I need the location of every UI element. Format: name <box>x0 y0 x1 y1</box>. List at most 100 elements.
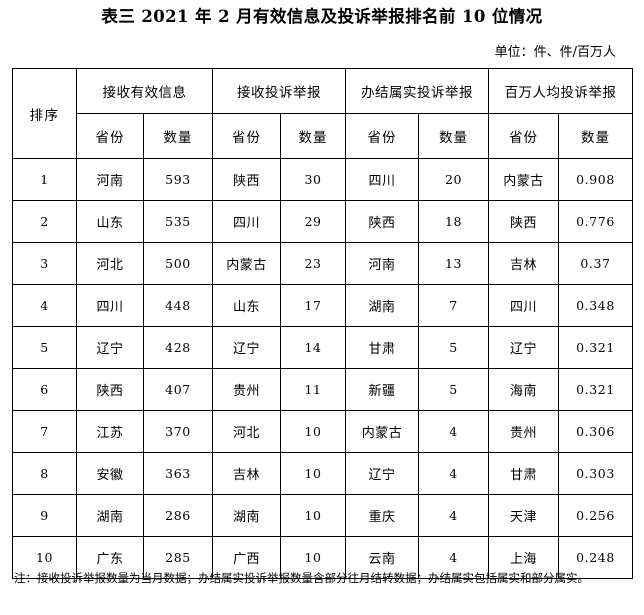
cell-received-info-count: 535 <box>143 200 213 243</box>
header-group-received-info: 接收有效信息 <box>76 68 213 114</box>
cell-per-million-province: 贵州 <box>488 410 559 453</box>
cell-settled-count: 18 <box>418 200 489 243</box>
cell-complaints-count: 29 <box>280 200 346 243</box>
cell-rank: 10 <box>12 536 77 579</box>
cell-per-million-value: 0.321 <box>558 326 633 369</box>
header-per-million-value: 数量 <box>558 113 633 159</box>
unit-label: 单位：件、件/百万人 <box>494 44 616 60</box>
cell-settled-count: 20 <box>418 158 489 201</box>
cell-settled-count: 7 <box>418 284 489 327</box>
cell-per-million-value: 0.256 <box>558 494 633 537</box>
header-complaints-count: 数量 <box>280 113 346 159</box>
cell-rank: 7 <box>12 410 77 453</box>
header-group-complaints: 接收投诉举报 <box>212 68 346 114</box>
cell-complaints-count: 10 <box>280 410 346 453</box>
cell-complaints-province: 辽宁 <box>212 326 281 369</box>
cell-complaints-province: 贵州 <box>212 368 281 411</box>
table-header-row-subs: 省份 数量 省份 数量 省份 数量 省份 数量 <box>13 113 633 159</box>
cell-complaints-count: 30 <box>280 158 346 201</box>
header-group-per-million-complaints: 百万人均投诉举报 <box>488 68 633 114</box>
cell-settled-province: 重庆 <box>345 494 419 537</box>
cell-settled-count: 4 <box>418 452 489 495</box>
cell-rank: 8 <box>12 452 77 495</box>
header-settled-province: 省份 <box>345 113 419 159</box>
cell-settled-count: 5 <box>418 368 489 411</box>
header-received-info-province: 省份 <box>76 113 144 159</box>
cell-complaints-count: 17 <box>280 284 346 327</box>
page-title: 表三 2021 年 2 月有效信息及投诉举报排名前 10 位情况 <box>101 7 543 26</box>
cell-received-info-province: 四川 <box>76 284 144 327</box>
table-row: 1 河南 593 陕西 30 四川 20 内蒙古 0.908 <box>12 158 633 201</box>
cell-settled-province: 陕西 <box>345 200 419 243</box>
cell-settled-province: 湖南 <box>345 284 419 327</box>
cell-received-info-count: 286 <box>143 494 213 537</box>
table-row: 8 安徽 363 吉林 10 辽宁 4 甘肃 0.303 <box>12 452 633 495</box>
cell-received-info-province: 辽宁 <box>76 326 144 369</box>
cell-complaints-count: 11 <box>280 368 346 411</box>
cell-complaints-count: 10 <box>280 452 346 495</box>
cell-settled-province: 内蒙古 <box>345 410 419 453</box>
cell-received-info-province: 河南 <box>76 158 144 201</box>
cell-settled-province: 辽宁 <box>345 452 419 495</box>
cell-received-info-province: 江苏 <box>76 410 144 453</box>
cell-received-info-count: 500 <box>143 242 213 285</box>
cell-per-million-province: 四川 <box>488 284 559 327</box>
header-per-million-province: 省份 <box>488 113 559 159</box>
cell-settled-count: 4 <box>418 494 489 537</box>
cell-rank: 3 <box>12 242 77 285</box>
cell-per-million-value: 0.348 <box>558 284 633 327</box>
table-body: 1 河南 593 陕西 30 四川 20 内蒙古 0.908 2 山东 535 四川 29 陕西 18 陕西 0.… <box>12 158 633 579</box>
cell-received-info-province: 河北 <box>76 242 144 285</box>
cell-complaints-province: 四川 <box>212 200 281 243</box>
table-header-row-groups: 排序 接收有效信息 接收投诉举报 办结属实投诉举报 百万人均投诉举报 <box>12 68 633 159</box>
cell-per-million-value: 0.321 <box>558 368 633 411</box>
cell-per-million-value: 0.248 <box>558 536 633 579</box>
cell-per-million-value: 0.303 <box>558 452 633 495</box>
cell-received-info-count: 370 <box>143 410 213 453</box>
cell-received-info-province: 安徽 <box>76 452 144 495</box>
header-group-settled-complaints: 办结属实投诉举报 <box>345 68 489 114</box>
cell-received-info-count: 428 <box>143 326 213 369</box>
cell-settled-count: 4 <box>418 536 489 579</box>
cell-settled-count: 4 <box>418 410 489 453</box>
header-settled-count: 数量 <box>418 113 489 159</box>
table-row: 6 陕西 407 贵州 11 新疆 5 海南 0.321 <box>12 368 633 411</box>
cell-per-million-province: 上海 <box>488 536 559 579</box>
cell-rank: 4 <box>12 284 77 327</box>
cell-per-million-province: 吉林 <box>488 242 559 285</box>
cell-received-info-province: 湖南 <box>76 494 144 537</box>
cell-per-million-value: 0.908 <box>558 158 633 201</box>
cell-per-million-province: 天津 <box>488 494 559 537</box>
cell-received-info-province: 陕西 <box>76 368 144 411</box>
header-received-info-count: 数量 <box>143 113 213 159</box>
cell-settled-province: 甘肃 <box>345 326 419 369</box>
cell-received-info-count: 407 <box>143 368 213 411</box>
cell-rank: 5 <box>12 326 77 369</box>
cell-complaints-province: 湖南 <box>212 494 281 537</box>
cell-complaints-province: 广西 <box>212 536 281 579</box>
cell-rank: 1 <box>12 158 77 201</box>
cell-settled-province: 新疆 <box>345 368 419 411</box>
header-complaints-province: 省份 <box>212 113 281 159</box>
table-footnote: 注：接收投诉举报数量为当月数据；办结属实投诉举报数量含部分往月结转数据；办结属实… <box>14 571 589 585</box>
cell-rank: 9 <box>12 494 77 537</box>
cell-per-million-province: 甘肃 <box>488 452 559 495</box>
cell-settled-count: 5 <box>418 326 489 369</box>
cell-settled-province: 河南 <box>345 242 419 285</box>
table-row: 9 湖南 286 湖南 10 重庆 4 天津 0.256 <box>12 494 633 537</box>
cell-rank: 6 <box>12 368 77 411</box>
table-row: 2 山东 535 四川 29 陕西 18 陕西 0.776 <box>12 200 633 243</box>
table-row: 10 广东 285 广西 10 云南 4 上海 0.248 <box>12 536 633 579</box>
cell-complaints-province: 陕西 <box>212 158 281 201</box>
table-header: 排序 接收有效信息 接收投诉举报 办结属实投诉举报 百万人均投诉举报 省份 数量… <box>12 68 633 159</box>
table-row: 7 江苏 370 河北 10 内蒙古 4 贵州 0.306 <box>12 410 633 453</box>
cell-received-info-province: 广东 <box>76 536 144 579</box>
table-row: 5 辽宁 428 辽宁 14 甘肃 5 辽宁 0.321 <box>12 326 633 369</box>
cell-complaints-province: 山东 <box>212 284 281 327</box>
ranking-table: 排序 接收有效信息 接收投诉举报 办结属实投诉举报 百万人均投诉举报 省份 数量… <box>12 68 633 579</box>
cell-per-million-province: 陕西 <box>488 200 559 243</box>
table-row: 3 河北 500 内蒙古 23 河南 13 吉林 0.37 <box>12 242 633 285</box>
cell-complaints-province: 河北 <box>212 410 281 453</box>
cell-received-info-count: 593 <box>143 158 213 201</box>
